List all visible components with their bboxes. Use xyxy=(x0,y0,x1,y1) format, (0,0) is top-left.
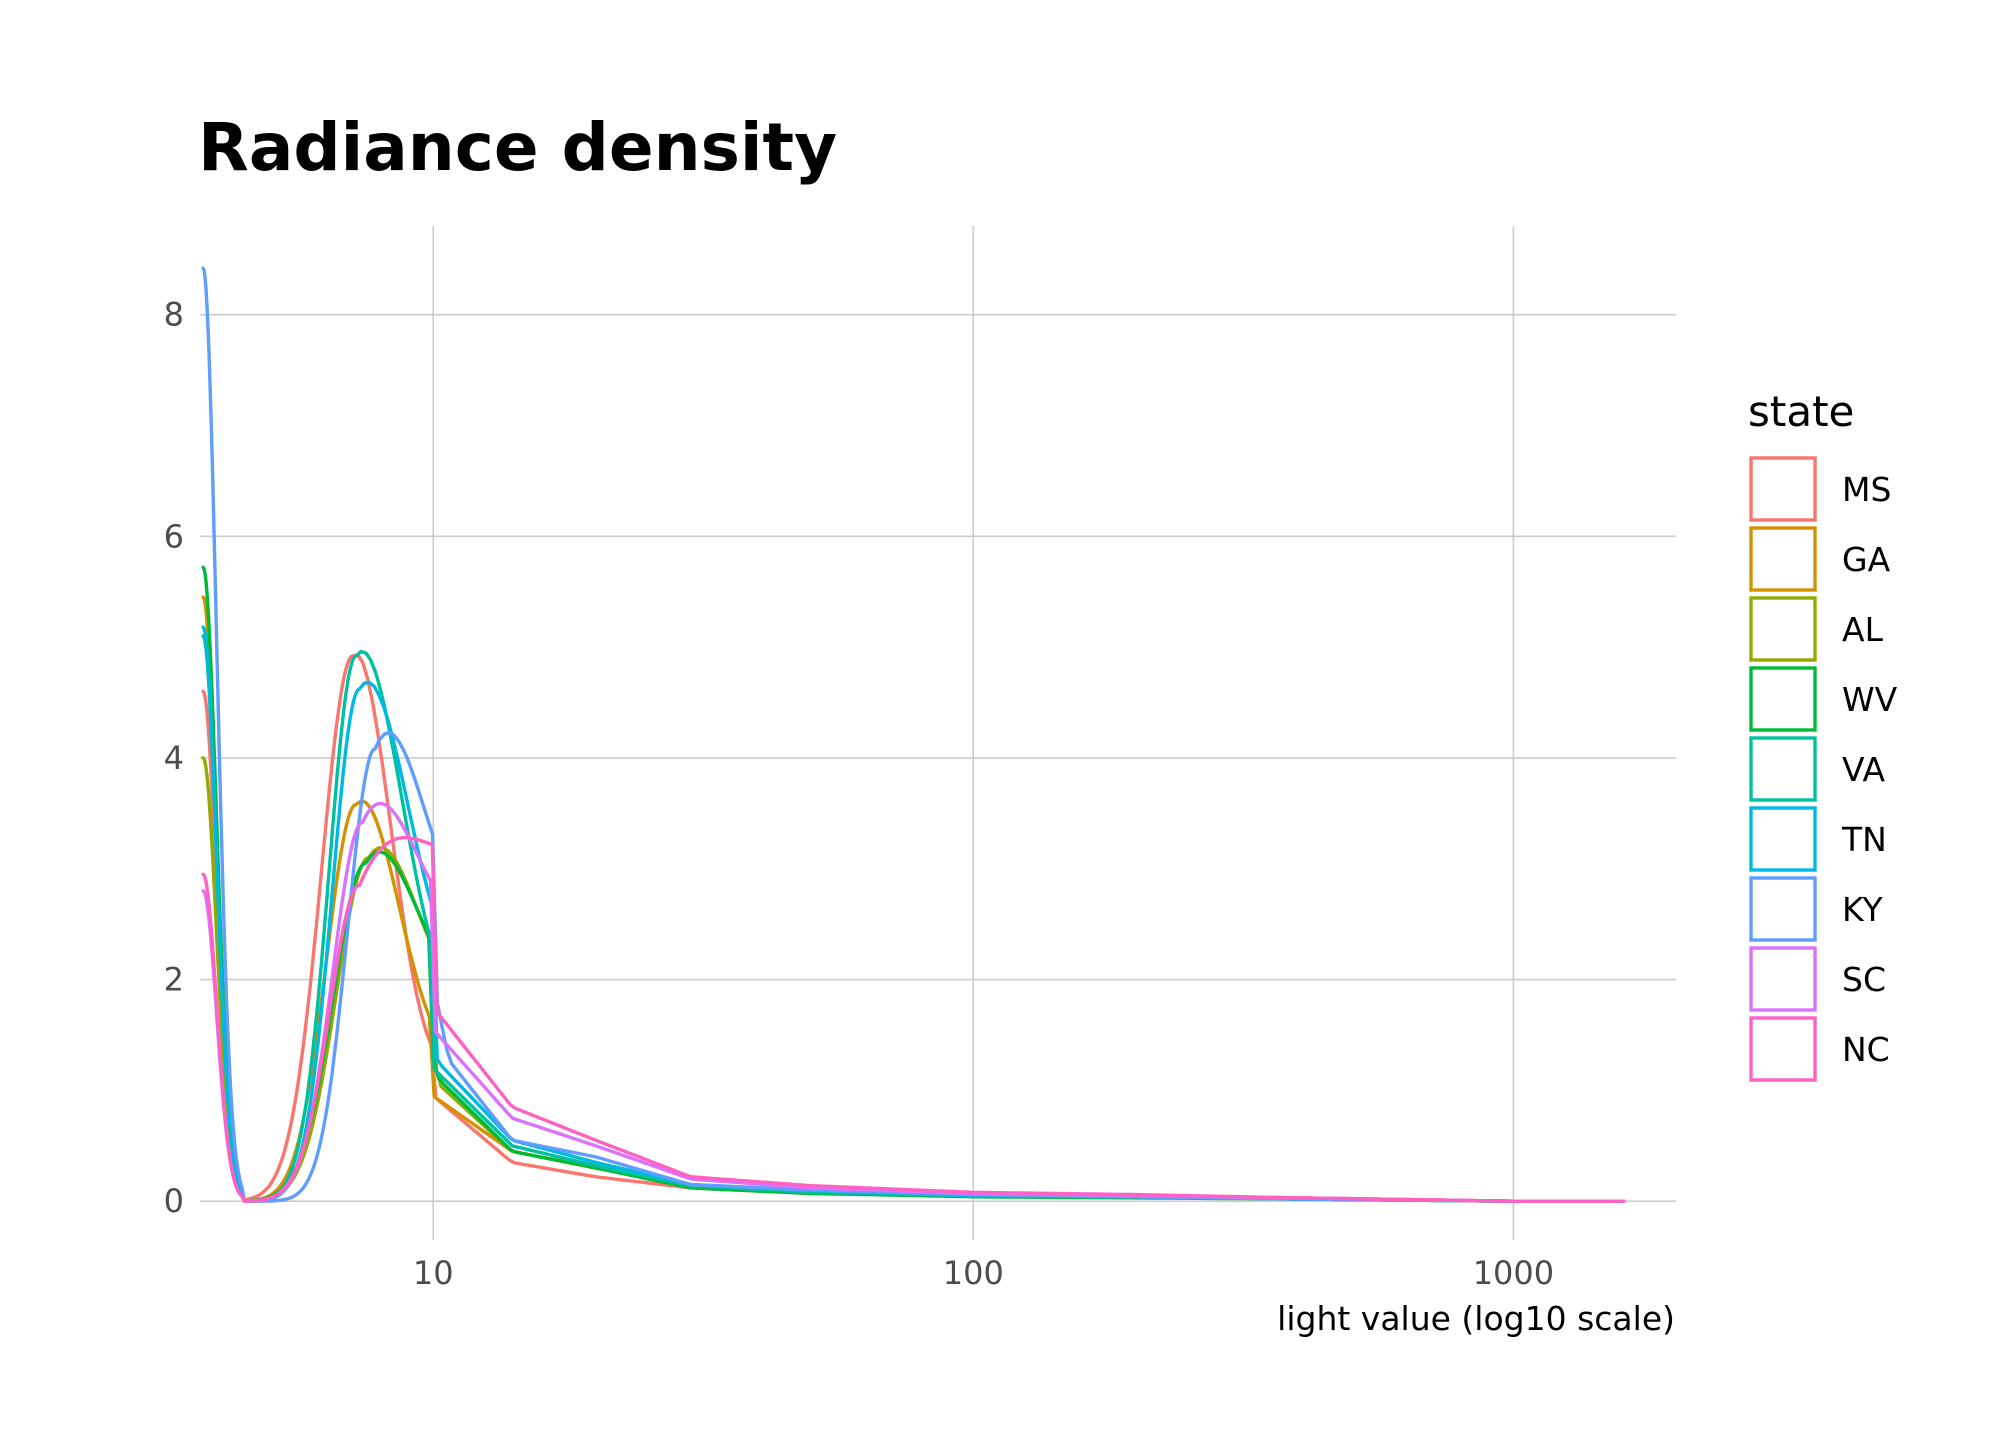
legend-label-ky: KY xyxy=(1842,890,1883,929)
legend-items: MS GA AL WV VA TN KY SC NC xyxy=(1749,456,1898,1082)
legend-key-ky xyxy=(1749,876,1817,942)
x-axis-ticks: 10 100 1000 xyxy=(413,1254,1554,1292)
series-line-ga xyxy=(201,595,1626,1203)
x-tick-label: 10 xyxy=(413,1254,454,1292)
legend-key-ms xyxy=(1749,456,1817,522)
y-axis-ticks: 0 2 4 6 8 xyxy=(164,296,184,1221)
legend-label-ga: GA xyxy=(1842,540,1891,579)
legend-label-al: AL xyxy=(1842,610,1884,649)
series-line-ky xyxy=(201,266,1626,1203)
y-tick-label: 6 xyxy=(164,517,184,555)
density-series xyxy=(201,266,1626,1203)
series-line-va xyxy=(201,634,1626,1203)
legend-key-tn xyxy=(1749,806,1817,872)
legend-key-va xyxy=(1749,736,1817,802)
legend-label-va: VA xyxy=(1842,750,1885,789)
legend-label-sc: SC xyxy=(1842,960,1886,999)
series-line-tn xyxy=(201,625,1626,1203)
legend-key-nc xyxy=(1749,1016,1817,1082)
y-tick-label: 4 xyxy=(164,739,184,777)
legend-label-ms: MS xyxy=(1842,470,1891,509)
series-line-sc xyxy=(201,801,1626,1203)
legend-title: state xyxy=(1748,387,1854,436)
legend-key-ga xyxy=(1749,526,1817,592)
legend: state MS GA AL WV VA TN KY SC NC xyxy=(1748,387,1898,1082)
x-axis-label: light value (log10 scale) xyxy=(1277,1299,1675,1338)
grid xyxy=(200,226,1676,1240)
legend-label-wv: WV xyxy=(1842,680,1898,719)
legend-key-sc xyxy=(1749,946,1817,1012)
series-line-ms xyxy=(201,653,1626,1203)
legend-label-tn: TN xyxy=(1841,820,1887,859)
legend-key-wv xyxy=(1749,666,1817,732)
chart-title: Radiance density xyxy=(198,109,837,186)
x-tick-label: 100 xyxy=(943,1254,1004,1292)
x-tick-label: 1000 xyxy=(1473,1254,1554,1292)
legend-key-al xyxy=(1749,596,1817,662)
y-tick-label: 0 xyxy=(164,1182,184,1220)
series-line-nc xyxy=(201,836,1626,1203)
legend-label-nc: NC xyxy=(1842,1030,1890,1069)
y-tick-label: 8 xyxy=(164,296,184,334)
y-tick-label: 2 xyxy=(164,961,184,999)
